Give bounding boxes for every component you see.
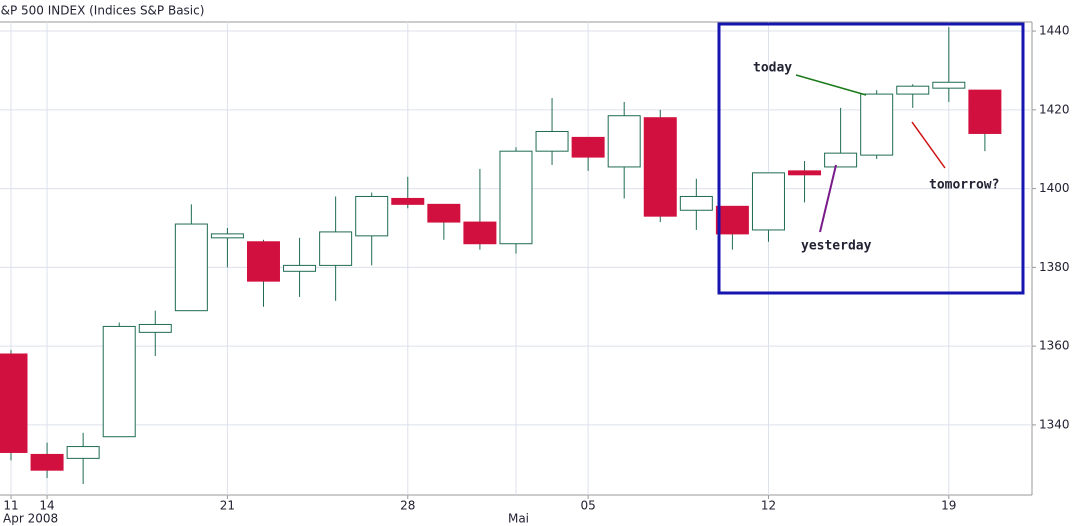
chart-title: S&P 500 INDEX (Indices S&P Basic) bbox=[0, 4, 204, 18]
arrow bbox=[795, 74, 867, 96]
candle-body bbox=[391, 197, 425, 205]
candle-body bbox=[643, 117, 677, 217]
candle-body bbox=[535, 130, 569, 152]
candle-body bbox=[571, 136, 605, 158]
y-tick-label: 1400 bbox=[1039, 181, 1070, 195]
candle-body bbox=[210, 233, 244, 239]
candle-body bbox=[860, 93, 894, 156]
candle-body bbox=[896, 85, 930, 95]
x-tick-label: 11 bbox=[3, 499, 18, 513]
y-tick-label: 1360 bbox=[1039, 339, 1070, 353]
candle-body bbox=[607, 115, 641, 168]
annotation: today bbox=[753, 61, 792, 76]
candle-body bbox=[319, 231, 353, 266]
annotation: yesterday bbox=[801, 239, 872, 254]
candle-body bbox=[788, 170, 822, 176]
candle-body bbox=[246, 241, 280, 282]
x-tick-label: 21 bbox=[220, 499, 235, 513]
candle-body bbox=[751, 172, 785, 231]
candle-body bbox=[0, 353, 28, 453]
y-tick-label: 1440 bbox=[1039, 24, 1070, 38]
candle-body bbox=[283, 264, 317, 272]
x-tick-label: 12 bbox=[761, 499, 776, 513]
candle-body bbox=[932, 81, 966, 89]
x-tick-label: 28 bbox=[400, 499, 415, 513]
candle-body bbox=[679, 195, 713, 211]
y-tick-label: 1420 bbox=[1039, 102, 1070, 116]
arrow bbox=[911, 121, 946, 169]
candle-body bbox=[499, 150, 533, 245]
candle-body bbox=[968, 89, 1002, 134]
candle-body bbox=[66, 446, 100, 459]
candle-body bbox=[355, 195, 389, 237]
x-tick-label: 14 bbox=[39, 499, 54, 513]
candle-body bbox=[824, 152, 858, 168]
candle-body bbox=[102, 325, 136, 438]
candle-body bbox=[30, 453, 64, 471]
candle-body bbox=[174, 223, 208, 312]
month-label: Mai bbox=[508, 512, 529, 526]
candle-body bbox=[715, 205, 749, 235]
annotation: tomorrow? bbox=[929, 178, 999, 193]
arrow bbox=[819, 164, 837, 233]
candle-body bbox=[463, 221, 497, 245]
x-tick-label: 19 bbox=[941, 499, 956, 513]
candle-body bbox=[138, 323, 172, 333]
x-tick-label: 05 bbox=[580, 499, 595, 513]
y-tick-label: 1340 bbox=[1039, 417, 1070, 431]
y-tick-label: 1380 bbox=[1039, 260, 1070, 274]
highlight-box bbox=[717, 22, 1025, 295]
month-label: Apr 2008 bbox=[3, 512, 58, 526]
candle-body bbox=[427, 203, 461, 223]
